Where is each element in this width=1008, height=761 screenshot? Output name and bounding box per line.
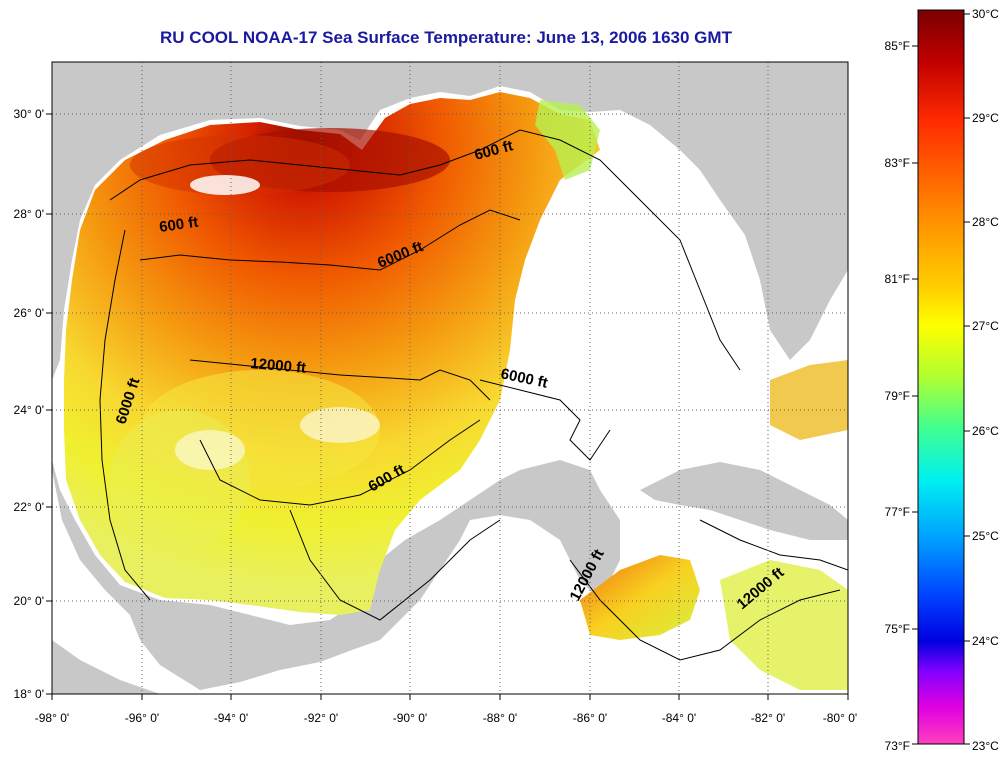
contour-600ft [109, 129, 741, 371]
contour-6000ft [139, 209, 521, 271]
bathymetry-contours [99, 129, 848, 661]
lon-tick-label: -90° 0' [393, 711, 427, 725]
celsius-label: 26°C [972, 424, 999, 438]
contour-600ft-yucatan [289, 509, 501, 621]
celsius-label: 24°C [972, 634, 999, 648]
colorbar [917, 9, 965, 745]
colorbar-celsius-labels: 30°C 29°C 28°C 27°C 26°C 25°C 24°C 23°C [972, 7, 999, 753]
cloud-patch [190, 175, 260, 195]
lon-tick-label: -94° 0' [214, 711, 248, 725]
fahrenheit-label: 75°F [885, 622, 910, 636]
fahrenheit-label: 83°F [885, 156, 910, 170]
lat-tick-label: 24° 0' [14, 403, 44, 417]
tick-marks [46, 113, 849, 700]
lon-tick-label: -82° 0' [751, 711, 785, 725]
fahrenheit-label: 85°F [885, 39, 910, 53]
lat-tick-label: 18° 0' [14, 687, 44, 701]
lat-tick-label: 30° 0' [14, 107, 44, 121]
cool-patch [110, 410, 250, 550]
land-mexico-south [52, 640, 160, 694]
lat-tick-label: 22° 0' [14, 500, 44, 514]
lon-tick-label: -80° 0' [823, 711, 857, 725]
land-us-coast [52, 62, 848, 380]
fahrenheit-label: 81°F [885, 272, 910, 286]
celsius-label: 29°C [972, 111, 999, 125]
graticule [52, 62, 848, 694]
land-cuba [640, 462, 848, 540]
lon-tick-label: -92° 0' [304, 711, 338, 725]
fahrenheit-label: 79°F [885, 389, 910, 403]
contour-carib-2 [699, 519, 848, 571]
cloud-patch [300, 407, 380, 443]
lon-tick-label: -88° 0' [483, 711, 517, 725]
map-title: RU COOL NOAA-17 Sea Surface Temperature:… [160, 28, 732, 47]
contour-6000ft-west [99, 229, 151, 601]
lon-axis-labels: -98° 0' -96° 0' -94° 0' -92° 0' -90° 0' … [35, 711, 857, 725]
colorbar-ticks [912, 13, 970, 745]
land-mexico-west [52, 460, 620, 690]
lat-tick-label: 26° 0' [14, 306, 44, 320]
contour-12000ft [189, 359, 491, 401]
lon-tick-label: -84° 0' [662, 711, 696, 725]
lat-tick-label: 28° 0' [14, 207, 44, 221]
contour-label: 12000 ft [250, 355, 307, 377]
sst-florida-straits [770, 360, 848, 440]
celsius-label: 30°C [972, 7, 999, 21]
contour-12000ft-carib [569, 559, 841, 661]
contour-6000ft-east [479, 379, 611, 461]
fahrenheit-label: 77°F [885, 505, 910, 519]
celsius-label: 27°C [972, 319, 999, 333]
contour-deep-loop [199, 419, 481, 506]
contour-label: 600 ft [158, 214, 199, 236]
celsius-label: 28°C [972, 215, 999, 229]
sst-caribbean-east [720, 560, 848, 690]
sst-caribbean [580, 555, 700, 640]
celsius-label: 25°C [972, 529, 999, 543]
warm-band [130, 135, 350, 195]
lat-axis-labels: 30° 0' 28° 0' 26° 0' 24° 0' 22° 0' 20° 0… [14, 107, 44, 701]
colorbar-fahrenheit-labels: 85°F 83°F 81°F 79°F 77°F 75°F 73°F [885, 39, 910, 753]
sst-east-strip [535, 100, 600, 180]
map-frame [51, 61, 849, 695]
lon-tick-label: -86° 0' [573, 711, 607, 725]
fahrenheit-label: 73°F [885, 739, 910, 753]
lat-tick-label: 20° 0' [14, 594, 44, 608]
lon-tick-label: -98° 0' [35, 711, 69, 725]
lon-tick-label: -96° 0' [125, 711, 159, 725]
sst-gulf [64, 92, 600, 615]
cloud-patch [175, 430, 245, 470]
celsius-label: 23°C [972, 739, 999, 753]
